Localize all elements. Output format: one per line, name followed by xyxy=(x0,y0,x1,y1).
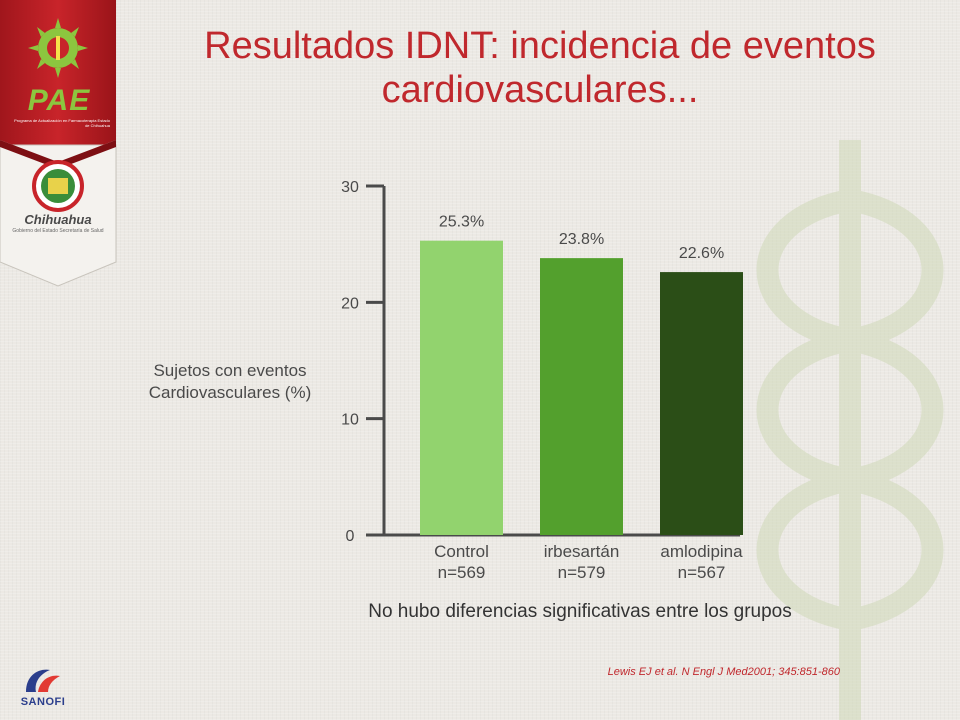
bar xyxy=(420,240,503,535)
category-label: Control xyxy=(434,542,489,561)
bar xyxy=(660,272,743,535)
chihuahua-subtitle: Gobierno del Estado Secretaría de Salud xyxy=(12,228,104,234)
category-label: n=567 xyxy=(678,563,726,582)
chihuahua-logo-text: Chihuahua xyxy=(24,212,92,227)
citation: Lewis EJ et al. N Engl J Med2001; 345:85… xyxy=(607,666,840,678)
footnote: No hubo diferencias significativas entre… xyxy=(368,601,792,622)
y-tick-label: 20 xyxy=(341,295,359,312)
slide-title: Resultados IDNT: incidencia de eventos c… xyxy=(204,25,876,111)
caduceus-watermark-icon xyxy=(756,140,944,720)
category-label: n=569 xyxy=(438,563,486,582)
y-axis-label: Sujetos con eventos Cardiovasculares (%) xyxy=(148,361,312,402)
sanofi-logo-icon xyxy=(26,669,60,692)
data-label: 22.6% xyxy=(679,245,724,262)
pae-emblem-icon xyxy=(28,18,88,78)
y-tick-label: 30 xyxy=(341,179,359,196)
data-label: 25.3% xyxy=(439,214,484,231)
chihuahua-seal-icon xyxy=(32,160,84,212)
bar xyxy=(540,258,623,535)
pae-logo-text: PAE xyxy=(27,84,91,117)
category-label: amlodipina xyxy=(660,542,743,561)
y-tick-label: 10 xyxy=(341,412,359,429)
sanofi-logo-text: SANOFI xyxy=(20,696,66,708)
data-label: 23.8% xyxy=(559,231,604,248)
y-tick-label: 0 xyxy=(346,528,355,545)
category-label: n=579 xyxy=(558,563,606,582)
logo-ribbon xyxy=(0,0,117,287)
category-label: irbesartán xyxy=(544,542,620,561)
pae-subtitle: Programa de Actualización en Farmacotera… xyxy=(14,118,110,128)
